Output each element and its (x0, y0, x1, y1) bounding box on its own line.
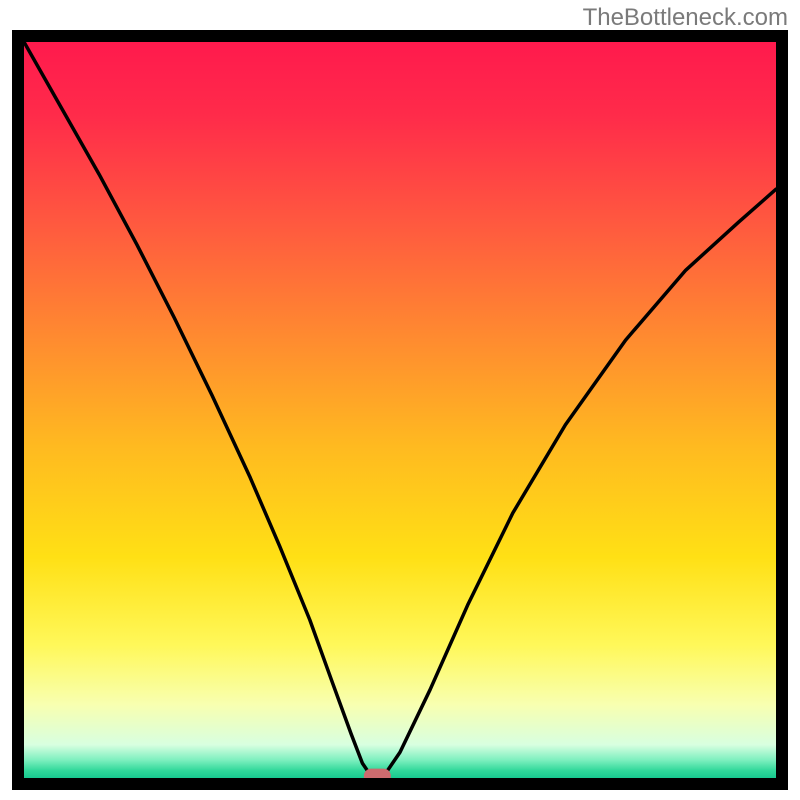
optimum-marker (364, 768, 390, 778)
plot-area (24, 42, 776, 778)
chart-container: TheBottleneck.com (0, 0, 800, 800)
watermark-text: TheBottleneck.com (583, 4, 788, 32)
bottleneck-curve (24, 42, 776, 778)
